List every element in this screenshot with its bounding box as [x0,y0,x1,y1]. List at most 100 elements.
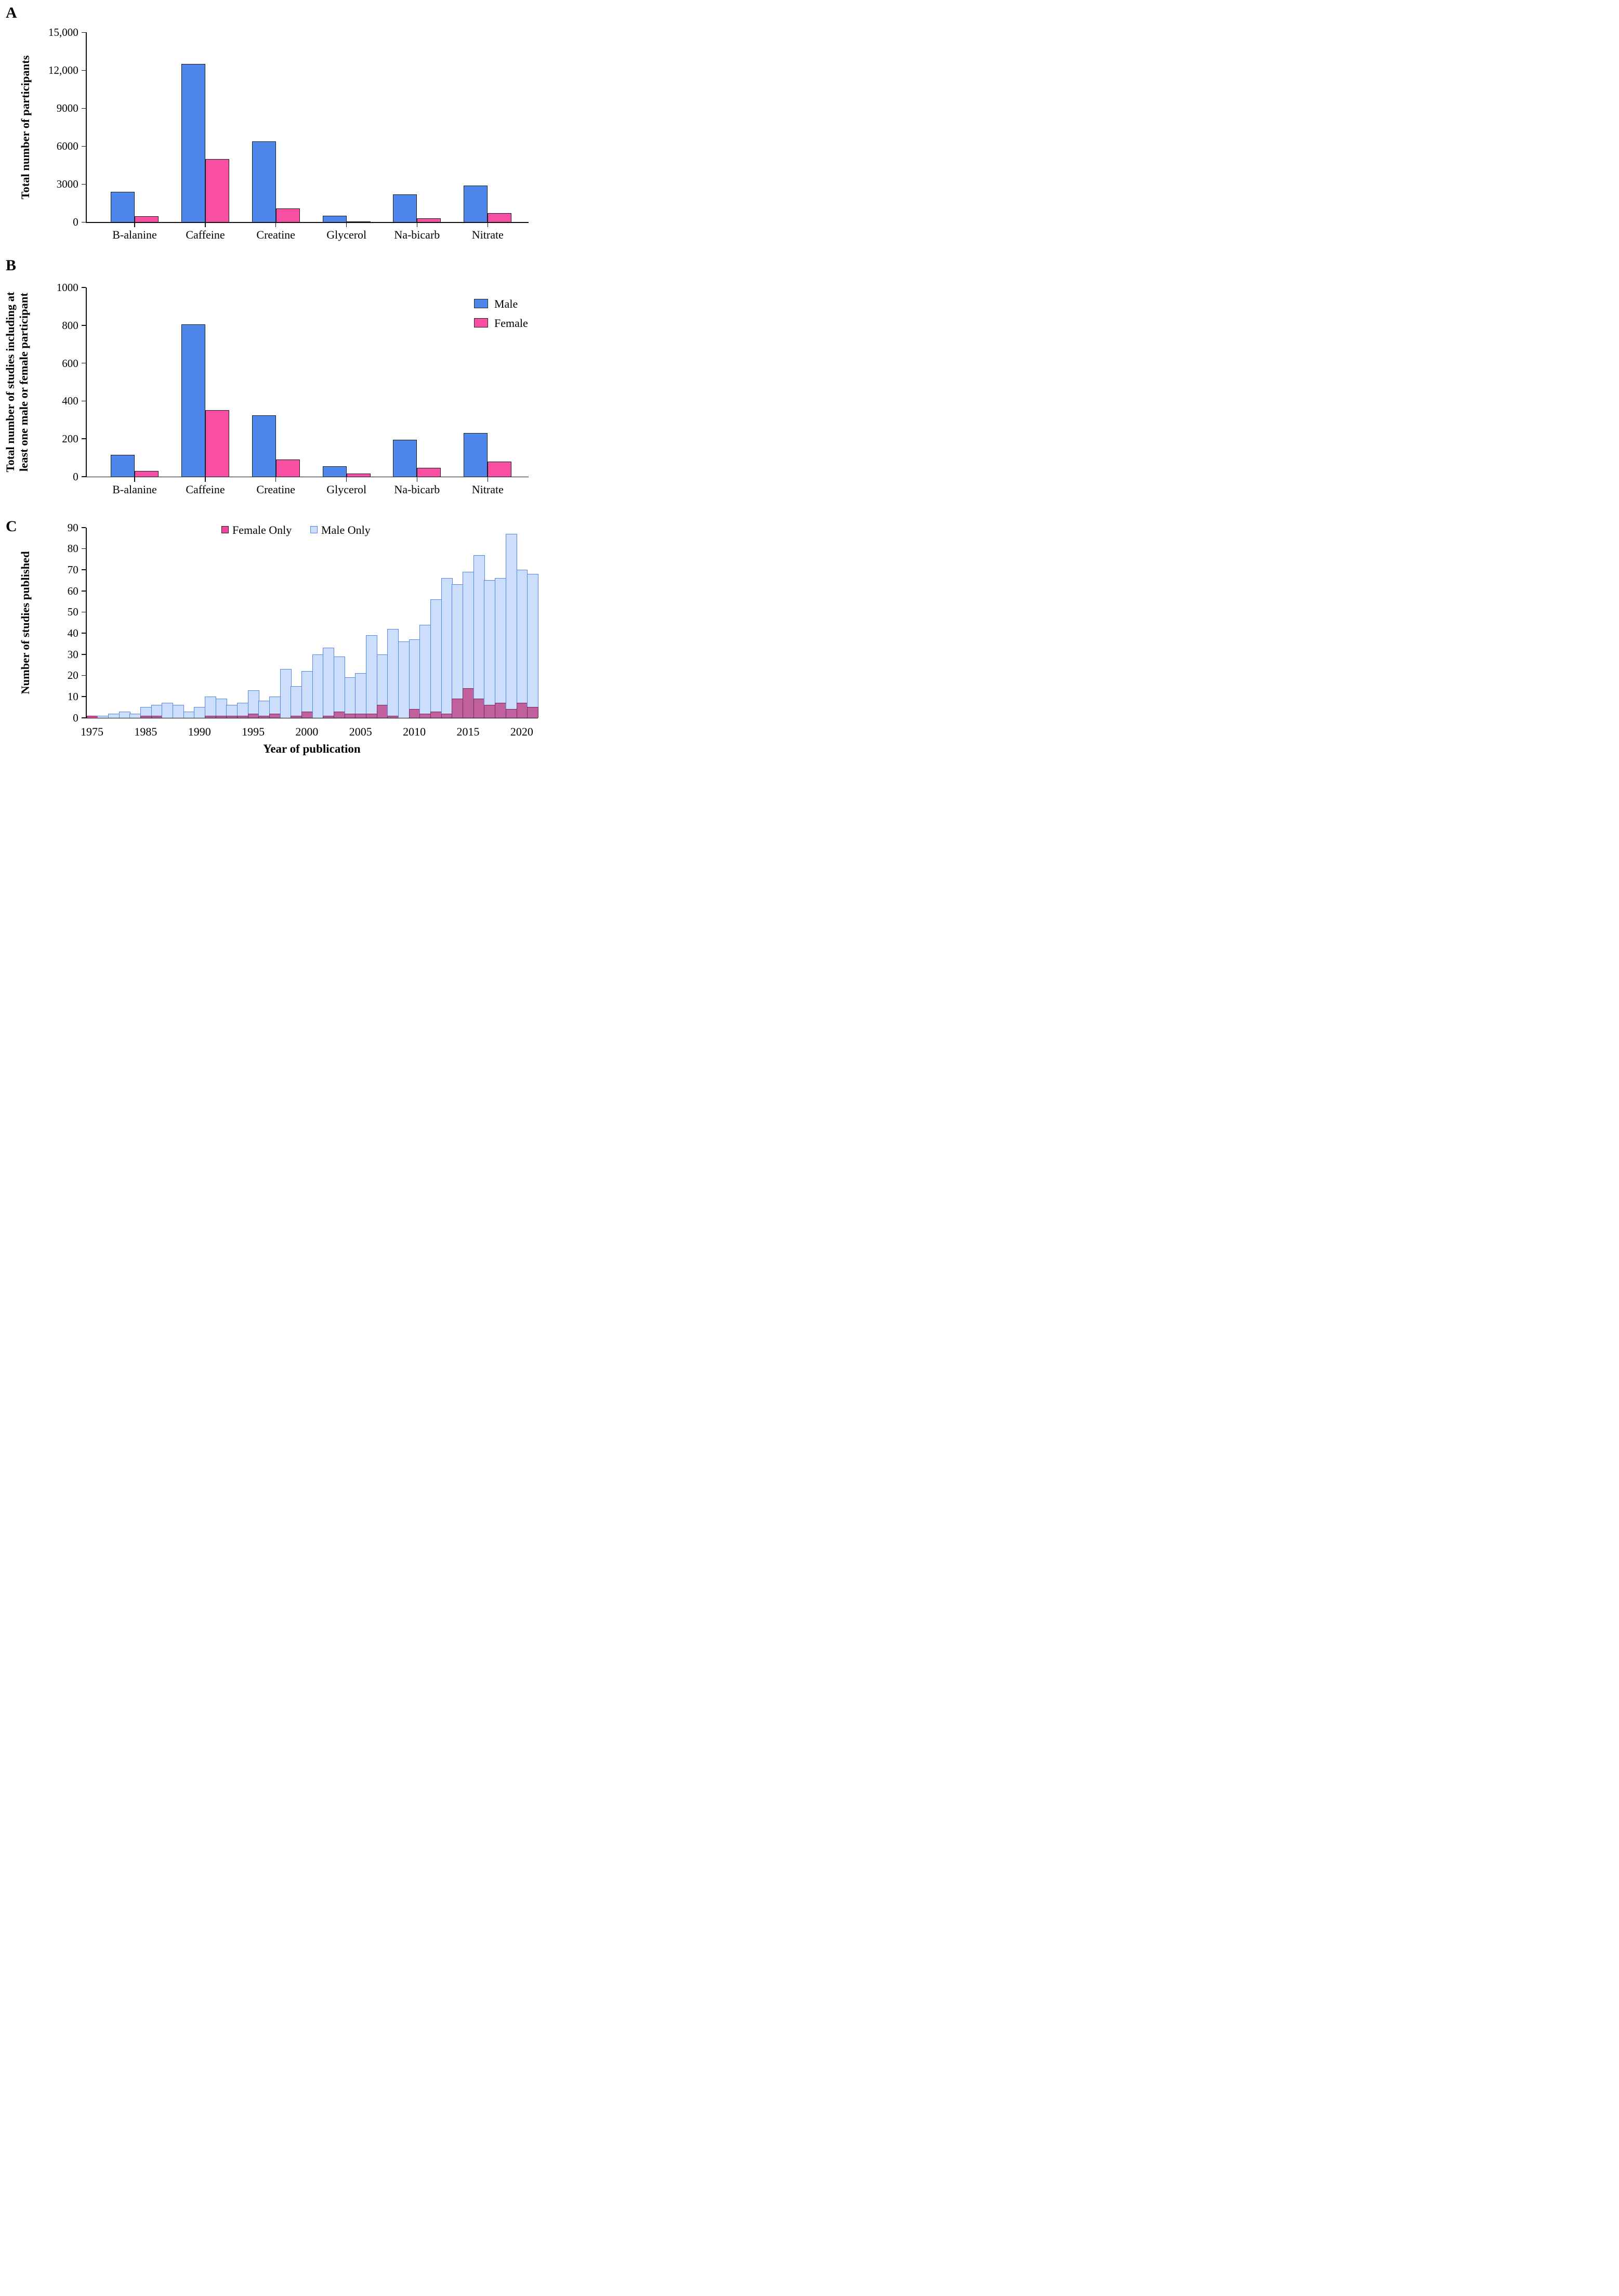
y-tick-label: 20 [67,669,78,682]
y-tick-label: 0 [73,711,78,724]
bar-female-only [409,709,420,718]
x-tick-mark [487,476,489,482]
bar-male-only [366,635,377,718]
bar-female-only [237,715,248,718]
bar-female-only [452,699,464,718]
x-tick-mark [275,222,277,228]
y-tick-label: 60 [67,584,78,597]
x-category-label: Na-bicarb [394,228,440,242]
bar-female-only [323,715,335,718]
bar-male-only [484,580,496,718]
x-tick-mark [487,222,489,228]
y-tick-label: 9000 [56,102,78,115]
bar-female-only [215,715,227,718]
x-tick-mark [134,222,135,228]
bar-male-only [344,677,356,718]
bar-female-only [140,715,152,718]
bar-male-only [162,703,174,718]
y-tick-mark [81,653,86,655]
legend-female-swatch [474,318,488,327]
panel-c-x-axis-title: Year of publication [263,742,361,755]
x-tick-mark [416,476,418,482]
bar-female [346,221,371,222]
bar-female-only [484,705,496,718]
x-category-label: Nitrate [471,228,504,242]
x-category-label: Glycerol [326,228,367,242]
legend-female-only-swatch [221,526,229,533]
bar-male-only [194,707,206,718]
figure-root: A B C Total number of participants Total… [0,0,539,765]
y-tick-mark [81,548,86,549]
x-year-label: 1985 [134,725,157,738]
y-tick-mark [81,438,86,439]
bar-male [393,439,417,477]
bar-male-only [516,570,528,718]
x-category-label: Caffeine [186,228,225,242]
bar-female-only [344,713,356,718]
y-tick-label: 15,000 [48,26,78,39]
bar-female [135,470,159,477]
x-axis-line [86,476,529,478]
y-tick-label: 30 [67,648,78,661]
bar-male [393,194,417,222]
bar-female-only [301,711,313,718]
y-tick-mark [81,569,86,570]
y-tick-mark [81,362,86,364]
bar-male-only [409,639,420,718]
y-tick-label: 6000 [56,140,78,153]
y-tick-label: 10 [67,690,78,703]
bar-male [464,185,488,222]
x-tick-mark [134,476,135,482]
bar-male [181,64,205,222]
legend-female-only-label: Female Only [232,523,292,536]
y-tick-label: 70 [67,563,78,576]
y-tick-label: 1000 [56,281,78,294]
bar-female-only [226,715,238,718]
bar-male-only [312,654,324,718]
legend-male-only-swatch [310,526,318,533]
x-category-label: Nitrate [471,482,504,496]
bar-male-only [334,656,345,718]
x-category-label: B-alanine [112,228,157,242]
y-tick-mark [81,633,86,634]
bar-male [252,415,276,477]
x-axis-line [86,222,529,224]
x-year-label: 2020 [510,725,533,738]
legend-male-label: Male [494,297,518,310]
bar-female-only [473,699,485,718]
x-tick-mark [205,476,206,482]
y-tick-mark [81,325,86,326]
bar-female-only [247,713,259,718]
bar-male-only [301,671,313,718]
x-year-label: 2000 [295,725,319,738]
bar-female-only [366,713,377,718]
y-tick-mark [81,527,86,528]
bar-male-only [183,711,195,718]
bar-male-only [398,641,410,718]
y-tick-mark [81,400,86,402]
x-year-label: 2010 [403,725,426,738]
bar-female-only [430,711,442,718]
bar-female-only [419,713,431,718]
x-year-label: 1975 [81,725,104,738]
bar-female [205,159,229,222]
bar-male-only [452,584,464,718]
bar-female-only [387,715,399,718]
x-tick-mark [346,222,347,228]
bar-male-only [205,697,216,718]
y-tick-mark [81,183,86,185]
y-tick-label: 600 [62,357,78,370]
y-tick-label: 90 [67,521,78,534]
bar-female [417,468,441,477]
bar-female-only [269,713,281,718]
y-tick-mark [81,146,86,147]
bar-male-only [505,533,517,718]
bar-male-only [430,599,442,718]
y-tick-mark [81,287,86,288]
y-axis-line [86,287,87,478]
bar-male-only [527,574,539,718]
x-tick-mark [275,476,277,482]
y-tick-mark [81,221,86,223]
bar-male-only [387,628,399,718]
x-tick-mark [346,476,347,482]
